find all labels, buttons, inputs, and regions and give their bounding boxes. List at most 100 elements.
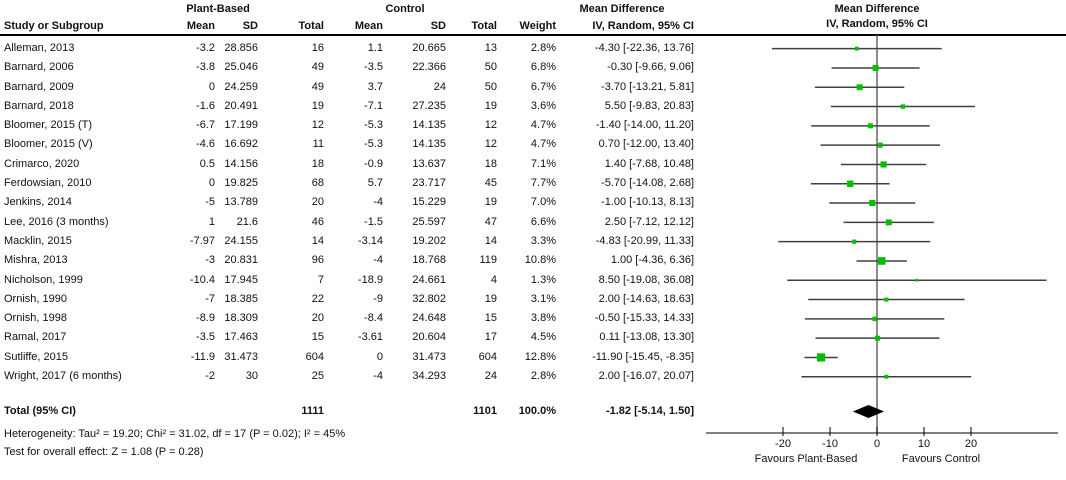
weight-cell: 7.0% xyxy=(530,196,556,209)
md-ci-cell: -0.30 [-9.66, 9.06] xyxy=(607,61,694,74)
pb-sd-cell: 18.385 xyxy=(224,292,258,305)
axis-tick-label: 20 xyxy=(965,438,977,450)
study-row: Bloomer, 2015 (T) -6.7 17.199 12 -5.3 14.135 1… xyxy=(0,116,700,135)
forest-plot-graphic: -20 -10 0 10 20 Favours Plant-Based Favours Co… xyxy=(706,35,1058,465)
control-mean-cell: -3.5 xyxy=(364,61,383,74)
mean-difference-text-header: Mean Difference xyxy=(579,3,665,15)
md-ci-cell: -11.90 [-15.45, -8.35] xyxy=(592,350,694,363)
md-ci-cell: 2.00 [-16.07, 20.07] xyxy=(598,370,694,383)
pb-sd-cell: 17.945 xyxy=(224,273,258,286)
control-sd-cell: 23.717 xyxy=(412,177,446,190)
pb-sd-cell: 24.259 xyxy=(224,80,258,93)
study-row: Lee, 2016 (3 months) 1 21.6 46 -1.5 25.597 47 6… xyxy=(0,213,700,232)
control-mean-cell: -8.4 xyxy=(364,312,383,325)
pb-mean-cell: -4.6 xyxy=(196,138,215,151)
md-ci-cell: 2.50 [-7.12, 12.12] xyxy=(604,215,694,228)
pb-sd-cell: 24.155 xyxy=(224,234,258,247)
study-row: Sutliffe, 2015 -11.9 31.473 604 0 31.473 604 12… xyxy=(0,348,700,367)
pb-sd-column-header: SD xyxy=(242,20,258,32)
weight-cell: 4.7% xyxy=(530,119,556,132)
study-name-cell: Ornish, 1998 xyxy=(4,312,67,325)
control-mean-cell: -9 xyxy=(373,292,383,305)
study-name-cell: Ferdowsian, 2010 xyxy=(4,177,92,190)
effect-estimate-square xyxy=(880,161,887,168)
study-name-cell: Alleman, 2013 xyxy=(4,42,75,54)
pb-total-cell: 68 xyxy=(311,177,324,190)
weight-cell: 7.7% xyxy=(530,177,556,190)
control-sd-cell: 22.366 xyxy=(412,61,446,74)
md-ci-cell: -4.30 [-22.36, 13.76] xyxy=(594,42,694,54)
overall-effect-test: Test for overall effect: Z = 1.08 (P = 0… xyxy=(4,446,204,458)
pb-mean-column-header: Mean xyxy=(186,20,215,32)
effect-estimate-square xyxy=(854,46,859,51)
study-name-cell: Wright, 2017 (6 months) xyxy=(4,370,122,383)
control-total-cell: 50 xyxy=(484,61,497,74)
study-name-cell: Jenkins, 2014 xyxy=(4,196,72,209)
pb-sd-cell: 17.463 xyxy=(224,331,258,344)
control-sd-cell: 34.293 xyxy=(412,370,446,383)
control-sd-cell: 24.661 xyxy=(412,273,446,286)
control-mean-cell: -7.1 xyxy=(364,99,383,112)
md-ci-cell: -3.70 [-13.21, 5.81] xyxy=(601,80,694,93)
control-sd-cell: 25.597 xyxy=(412,215,446,228)
pb-sd-cell: 21.6 xyxy=(236,215,258,228)
effect-estimate-square xyxy=(872,316,877,322)
md-ci-cell: 8.50 [-19.08, 36.08] xyxy=(598,273,694,286)
study-name-cell: Crimarco, 2020 xyxy=(4,157,80,170)
study-row: Crimarco, 2020 0.5 14.156 18 -0.9 13.637 18 7.1… xyxy=(0,155,700,174)
study-row: Nicholson, 1999 -10.4 17.945 7 -18.9 24.661 4 1… xyxy=(0,271,700,290)
study-name-cell: Sutliffe, 2015 xyxy=(4,350,69,363)
effect-estimate-square xyxy=(852,239,857,244)
study-name-cell: Barnard, 2018 xyxy=(4,99,74,112)
control-mean-cell: -0.9 xyxy=(364,157,383,170)
empty-cell xyxy=(324,402,383,421)
effect-estimate-square xyxy=(867,123,873,129)
pb-mean-cell: -6.7 xyxy=(196,119,215,132)
pb-mean-cell: -1.6 xyxy=(196,99,215,112)
pb-total-cell: 11 xyxy=(312,138,324,151)
study-rows: Alleman, 2013 -3.2 28.856 16 1.1 20.665 13 2.8%… xyxy=(0,39,700,386)
pb-total-cell: 22 xyxy=(311,292,324,305)
pb-sd-cell: 20.491 xyxy=(224,99,258,112)
pb-mean-cell: -3 xyxy=(205,254,215,267)
study-name-cell: Mishra, 2013 xyxy=(4,254,68,267)
md-ci-cell: 0.70 [-12.00, 13.40] xyxy=(598,138,694,151)
md-ci-cell: 1.40 [-7.68, 10.48] xyxy=(604,157,694,170)
control-mean-cell: 1.1 xyxy=(367,42,383,54)
control-total-cell: 13 xyxy=(484,42,497,54)
study-row: Ornish, 1990 -7 18.385 22 -9 32.802 19 3.1% 2.00… xyxy=(0,290,700,309)
study-name-cell: Nicholson, 1999 xyxy=(4,273,83,286)
total-md-ci-cell: -1.82 [-5.14, 1.50] xyxy=(605,405,694,417)
control-total-cell: 14 xyxy=(484,234,497,247)
effect-estimate-square xyxy=(877,142,883,148)
pb-sd-cell: 20.831 xyxy=(224,254,258,267)
weight-cell: 3.3% xyxy=(530,234,556,247)
md-ci-cell: -5.70 [-14.08, 2.68] xyxy=(601,177,694,190)
header-divider-line xyxy=(0,34,1066,36)
control-group-header: Control xyxy=(385,3,425,15)
total-control-total-cell: 1101 xyxy=(473,405,497,417)
study-row: Alleman, 2013 -3.2 28.856 16 1.1 20.665 13 2.8%… xyxy=(0,39,700,58)
weight-cell: 6.8% xyxy=(530,61,556,74)
control-sd-cell: 14.135 xyxy=(412,119,446,132)
pb-mean-cell: 0 xyxy=(208,177,215,190)
md-ci-cell: 0.11 [-13.08, 13.30] xyxy=(599,331,694,344)
effect-estimate-square xyxy=(884,374,889,379)
effect-estimate-square xyxy=(875,335,880,341)
control-mean-cell: 3.7 xyxy=(367,80,383,93)
effect-estimate-square xyxy=(900,104,906,109)
control-total-cell: 50 xyxy=(484,80,497,93)
pb-total-cell: 20 xyxy=(311,196,324,209)
pb-mean-cell: 1 xyxy=(208,215,215,228)
control-mean-cell: -5.3 xyxy=(364,138,383,151)
control-mean-cell: -5.3 xyxy=(364,119,383,132)
study-column-header: Study or Subgroup xyxy=(4,20,104,32)
pb-total-cell: 15 xyxy=(311,331,324,344)
control-sd-cell: 27.235 xyxy=(412,99,446,112)
control-sd-cell: 24.648 xyxy=(412,312,446,325)
pb-sd-cell: 16.692 xyxy=(224,138,258,151)
study-row: Ramal, 2017 -3.5 17.463 15 -3.61 20.604 17 4.5%… xyxy=(0,328,700,347)
control-mean-cell: -4 xyxy=(373,254,383,267)
weight-cell: 12.8% xyxy=(524,350,556,363)
control-total-cell: 19 xyxy=(484,196,497,209)
